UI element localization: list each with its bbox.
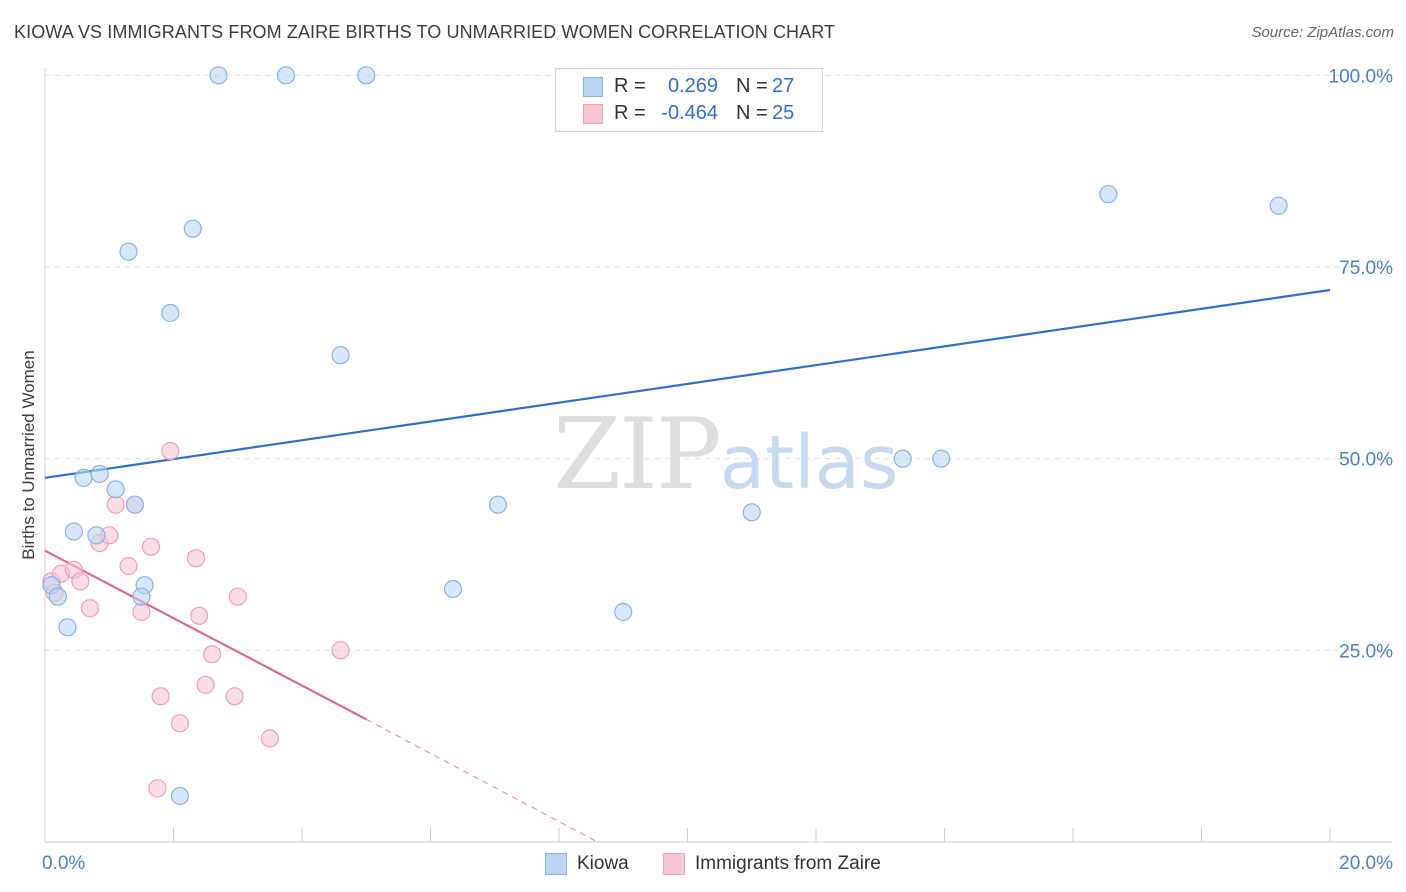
- watermark-atlas: atlas: [719, 420, 899, 506]
- zaire-point: [80, 599, 100, 618]
- kiowa-point: [331, 346, 350, 365]
- y-tick-label: 25.0%: [1339, 641, 1393, 662]
- x-tick-label: 0.0%: [42, 853, 85, 874]
- zaire-point: [196, 675, 215, 694]
- zaire-point: [151, 687, 170, 706]
- kiowa-point: [1269, 196, 1288, 215]
- kiowa-point: [1099, 185, 1118, 204]
- n-label: N =: [736, 75, 768, 97]
- kiowa-point: [90, 464, 109, 484]
- kiowa-trend-line: [44, 288, 1331, 479]
- kiowa-point: [125, 495, 145, 514]
- kiowa-point: [276, 66, 296, 85]
- zaire-legend-swatch: [663, 853, 685, 875]
- zaire-trend-line: [44, 549, 367, 721]
- watermark: ZIPatlas: [553, 398, 899, 512]
- kiowa-point: [119, 242, 138, 261]
- kiowa-legend-label: Kiowa: [577, 853, 629, 874]
- y-tick-label: 75.0%: [1339, 258, 1393, 279]
- zaire-point: [170, 714, 190, 733]
- kiowa-point: [64, 522, 84, 541]
- zaire-trend-extension: [365, 718, 598, 843]
- zaire-swatch: [583, 104, 603, 124]
- watermark-zip: ZIP: [553, 398, 722, 512]
- kiowa-point: [87, 526, 106, 545]
- kiowa-point: [161, 303, 180, 323]
- r-label: R =: [614, 75, 646, 97]
- zaire-point: [141, 537, 161, 556]
- data-points: [42, 66, 1288, 806]
- tick-labels: 25.0% 50.0% 75.0% 100.0% 0.0% 20.0%: [42, 66, 1393, 874]
- zaire-point: [132, 602, 151, 622]
- legend-row-zaire: R = -0.464 N = 25: [556, 100, 822, 128]
- kiowa-point: [48, 587, 67, 606]
- axes: [44, 68, 1392, 843]
- r-value: -0.464: [661, 102, 718, 124]
- zaire-point: [331, 641, 350, 660]
- kiowa-point: [488, 495, 508, 514]
- n-value: 25: [772, 102, 795, 124]
- x-tick-label: 20.0%: [1339, 853, 1393, 874]
- kiowa-point: [183, 219, 202, 238]
- kiowa-point: [357, 66, 376, 85]
- kiowa-point: [742, 503, 761, 522]
- kiowa-point: [132, 587, 151, 606]
- y-tick-label: 50.0%: [1339, 450, 1393, 471]
- kiowa-legend-swatch: [545, 853, 567, 875]
- y-axis-label: Births to Unmarried Women: [19, 350, 38, 560]
- r-value: 0.269: [667, 75, 718, 97]
- zaire-point: [202, 645, 222, 664]
- kiowa-point: [170, 786, 190, 806]
- kiowa-point: [614, 602, 633, 622]
- zaire-point: [190, 606, 209, 625]
- n-value: 27: [772, 75, 795, 97]
- legend-row-kiowa: R = 0.269 N = 27: [556, 73, 822, 101]
- kiowa-point: [932, 449, 951, 468]
- zaire-legend-label: Immigrants from Zaire: [695, 853, 881, 874]
- trend-lines: [44, 288, 1331, 843]
- y-tick-label: 100.0%: [1329, 66, 1394, 87]
- zaire-point: [71, 572, 90, 591]
- zaire-point: [260, 729, 279, 748]
- kiowa-point: [74, 468, 93, 487]
- zaire-point: [186, 549, 206, 568]
- zaire-point: [119, 556, 138, 576]
- kiowa-swatch: [583, 77, 603, 97]
- zaire-point: [161, 441, 180, 461]
- stats-legend: R = 0.269 N = 27 R = -0.464 N = 25: [555, 68, 823, 132]
- zaire-point: [225, 687, 244, 706]
- kiowa-point: [443, 579, 463, 599]
- r-label: R =: [614, 102, 646, 124]
- zaire-point: [148, 779, 167, 798]
- source-credit: Source: ZipAtlas.com: [1251, 24, 1394, 41]
- zaire-point: [228, 587, 247, 606]
- kiowa-point: [209, 66, 228, 85]
- n-label: N =: [736, 102, 768, 124]
- chart-title: KIOWA VS IMMIGRANTS FROM ZAIRE BIRTHS TO…: [14, 22, 836, 42]
- zaire-point: [106, 495, 125, 514]
- kiowa-point: [106, 480, 125, 499]
- gridlines: [45, 74, 1392, 651]
- kiowa-point: [58, 618, 77, 637]
- kiowa-point: [893, 449, 912, 468]
